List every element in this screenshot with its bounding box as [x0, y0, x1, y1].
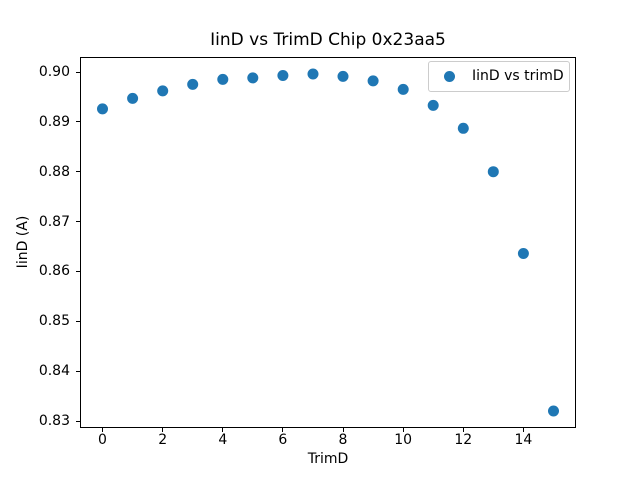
- legend-label: IinD vs trimD: [472, 68, 564, 84]
- x-tick-label: 12: [454, 432, 473, 448]
- y-tick-label: 0.86: [38, 263, 70, 280]
- y-tick-label: 0.88: [38, 163, 70, 180]
- x-tick-mark: [522, 428, 524, 432]
- y-tick-label: 0.84: [38, 363, 70, 380]
- x-tick-label: 6: [278, 432, 288, 448]
- y-tick-mark: [76, 320, 80, 322]
- y-tick-mark: [76, 221, 80, 223]
- y-tick-mark: [76, 270, 80, 272]
- x-tick-mark: [462, 428, 464, 432]
- plot-area: [80, 57, 576, 428]
- y-tick-mark: [76, 370, 80, 372]
- legend: IinD vs trimD: [428, 61, 570, 92]
- y-tick-mark: [76, 71, 80, 73]
- y-tick-label: 0.90: [38, 64, 70, 80]
- x-axis-label: TrimD: [307, 451, 349, 467]
- x-tick-mark: [282, 428, 284, 432]
- x-tick-mark: [402, 428, 404, 432]
- x-tick-label: 0: [98, 432, 107, 448]
- y-axis-label: IinD (A): [15, 215, 31, 269]
- y-tick-label: 0.85: [38, 313, 70, 330]
- x-tick-label: 14: [514, 432, 533, 448]
- y-tick-label: 0.83: [38, 413, 70, 429]
- x-tick-mark: [342, 428, 344, 432]
- y-tick-mark: [76, 171, 80, 173]
- legend-marker-icon: [444, 71, 455, 82]
- x-tick-label: 8: [338, 432, 348, 448]
- x-tick-label: 10: [394, 432, 413, 448]
- y-tick-label: 0.89: [38, 113, 70, 130]
- y-tick-label: 0.87: [38, 213, 70, 230]
- x-tick-mark: [102, 428, 103, 432]
- x-tick-mark: [222, 428, 224, 432]
- x-tick-label: 4: [218, 432, 228, 448]
- y-tick-mark: [76, 121, 80, 123]
- chart-title: IinD vs TrimD Chip 0x23aa5: [210, 30, 446, 50]
- y-tick-mark: [76, 420, 80, 422]
- x-tick-mark: [162, 428, 164, 432]
- x-tick-label: 2: [158, 432, 168, 448]
